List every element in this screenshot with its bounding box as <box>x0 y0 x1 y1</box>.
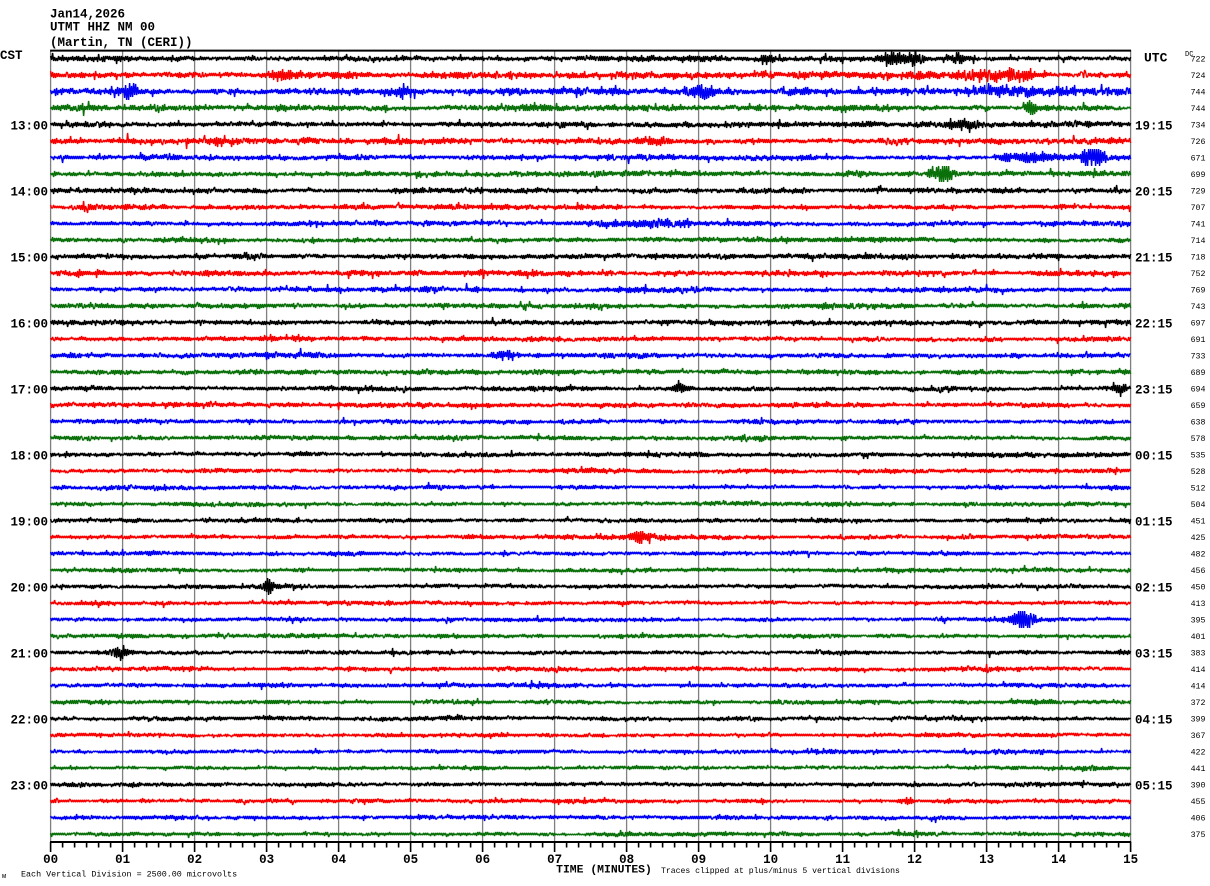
svg-text:10: 10 <box>763 853 778 867</box>
svg-text:(Martin, TN (CERI)): (Martin, TN (CERI)) <box>50 36 193 50</box>
svg-text:00: 00 <box>43 853 58 867</box>
svg-text:22:00: 22:00 <box>10 714 48 728</box>
svg-text:743: 743 <box>1191 303 1206 312</box>
svg-text:414: 414 <box>1191 683 1206 692</box>
svg-text:414: 414 <box>1191 666 1206 675</box>
svg-text:19:15: 19:15 <box>1135 120 1173 134</box>
svg-text:395: 395 <box>1191 617 1206 626</box>
svg-text:21:15: 21:15 <box>1135 252 1173 266</box>
svg-text:UTMT HHZ NM 00: UTMT HHZ NM 00 <box>50 21 155 35</box>
svg-text:TIME (MINUTES): TIME (MINUTES) <box>556 865 652 877</box>
svg-text:372: 372 <box>1191 699 1206 708</box>
svg-text:741: 741 <box>1191 221 1206 230</box>
svg-text:718: 718 <box>1191 254 1206 263</box>
svg-text:455: 455 <box>1191 798 1206 807</box>
svg-text:23:15: 23:15 <box>1135 384 1173 398</box>
svg-text:659: 659 <box>1191 402 1206 411</box>
svg-text:04:15: 04:15 <box>1135 714 1173 728</box>
svg-text:504: 504 <box>1191 501 1206 510</box>
svg-text:399: 399 <box>1191 716 1206 725</box>
svg-text:09: 09 <box>691 853 706 867</box>
svg-text:722: 722 <box>1191 56 1206 65</box>
svg-text:12: 12 <box>907 853 922 867</box>
svg-text:07: 07 <box>547 853 562 867</box>
svg-text:19:00: 19:00 <box>10 516 48 530</box>
svg-text:02:15: 02:15 <box>1135 582 1173 596</box>
svg-text:689: 689 <box>1191 369 1206 378</box>
svg-text:21:00: 21:00 <box>10 648 48 662</box>
svg-text:23:00: 23:00 <box>10 780 48 794</box>
svg-text:DC: DC <box>1185 51 1193 59</box>
svg-text:13: 13 <box>979 853 994 867</box>
svg-text:20:15: 20:15 <box>1135 186 1173 200</box>
svg-text:729: 729 <box>1191 188 1206 197</box>
svg-text:691: 691 <box>1191 336 1206 345</box>
svg-text:Traces clipped at plus/minus 5: Traces clipped at plus/minus 5 vertical … <box>661 866 900 876</box>
svg-text:08: 08 <box>619 853 634 867</box>
svg-text:05:15: 05:15 <box>1135 780 1173 794</box>
svg-text:15:00: 15:00 <box>10 252 48 266</box>
svg-text:22:15: 22:15 <box>1135 318 1173 332</box>
svg-text:456: 456 <box>1191 567 1206 576</box>
svg-text:699: 699 <box>1191 171 1206 180</box>
svg-text:528: 528 <box>1191 468 1206 477</box>
svg-text:512: 512 <box>1191 485 1206 494</box>
svg-text:16:00: 16:00 <box>10 318 48 332</box>
svg-text:UTC: UTC <box>1144 51 1168 66</box>
svg-text:Each Vertical Division = 2500.: Each Vertical Division = 2500.00 microvo… <box>21 870 237 880</box>
svg-text:734: 734 <box>1191 122 1206 131</box>
svg-text:451: 451 <box>1191 518 1206 527</box>
svg-text:744: 744 <box>1191 105 1206 114</box>
svg-text:578: 578 <box>1191 435 1206 444</box>
svg-text:769: 769 <box>1191 287 1206 296</box>
svg-text:02: 02 <box>187 853 202 867</box>
svg-text:482: 482 <box>1191 551 1206 560</box>
svg-text:724: 724 <box>1191 72 1206 81</box>
svg-text:05: 05 <box>403 853 418 867</box>
svg-text:375: 375 <box>1191 831 1206 840</box>
svg-text:401: 401 <box>1191 633 1206 642</box>
svg-text:425: 425 <box>1191 534 1206 543</box>
svg-text:744: 744 <box>1191 89 1206 98</box>
svg-text:13:00: 13:00 <box>10 120 48 134</box>
svg-text:535: 535 <box>1191 452 1206 461</box>
svg-text:11: 11 <box>835 853 850 867</box>
svg-text:390: 390 <box>1191 782 1206 791</box>
svg-text:707: 707 <box>1191 204 1206 213</box>
svg-text:413: 413 <box>1191 600 1206 609</box>
svg-text:Jan14,2026: Jan14,2026 <box>50 7 125 21</box>
svg-text:726: 726 <box>1191 138 1206 147</box>
svg-text:14:00: 14:00 <box>10 186 48 200</box>
svg-text:383: 383 <box>1191 650 1206 659</box>
svg-text:714: 714 <box>1191 237 1206 246</box>
svg-text:м: м <box>2 873 6 881</box>
svg-text:06: 06 <box>475 853 490 867</box>
svg-text:18:00: 18:00 <box>10 450 48 464</box>
svg-text:17:00: 17:00 <box>10 384 48 398</box>
svg-text:14: 14 <box>1051 853 1067 867</box>
svg-text:406: 406 <box>1191 815 1206 824</box>
svg-text:00:15: 00:15 <box>1135 450 1173 464</box>
svg-text:733: 733 <box>1191 353 1206 362</box>
svg-text:422: 422 <box>1191 749 1206 758</box>
svg-text:450: 450 <box>1191 584 1206 593</box>
svg-text:697: 697 <box>1191 320 1206 329</box>
svg-text:694: 694 <box>1191 386 1206 395</box>
svg-text:671: 671 <box>1191 155 1206 164</box>
svg-text:01:15: 01:15 <box>1135 516 1173 530</box>
svg-text:752: 752 <box>1191 270 1206 279</box>
svg-text:03: 03 <box>259 853 274 867</box>
svg-text:15: 15 <box>1123 853 1138 867</box>
svg-text:638: 638 <box>1191 419 1206 428</box>
svg-text:04: 04 <box>331 853 347 867</box>
svg-text:20:00: 20:00 <box>10 582 48 596</box>
svg-text:01: 01 <box>115 853 130 867</box>
svg-text:367: 367 <box>1191 732 1206 741</box>
svg-text:CST: CST <box>0 49 23 63</box>
svg-text:441: 441 <box>1191 765 1206 774</box>
svg-text:03:15: 03:15 <box>1135 648 1173 662</box>
